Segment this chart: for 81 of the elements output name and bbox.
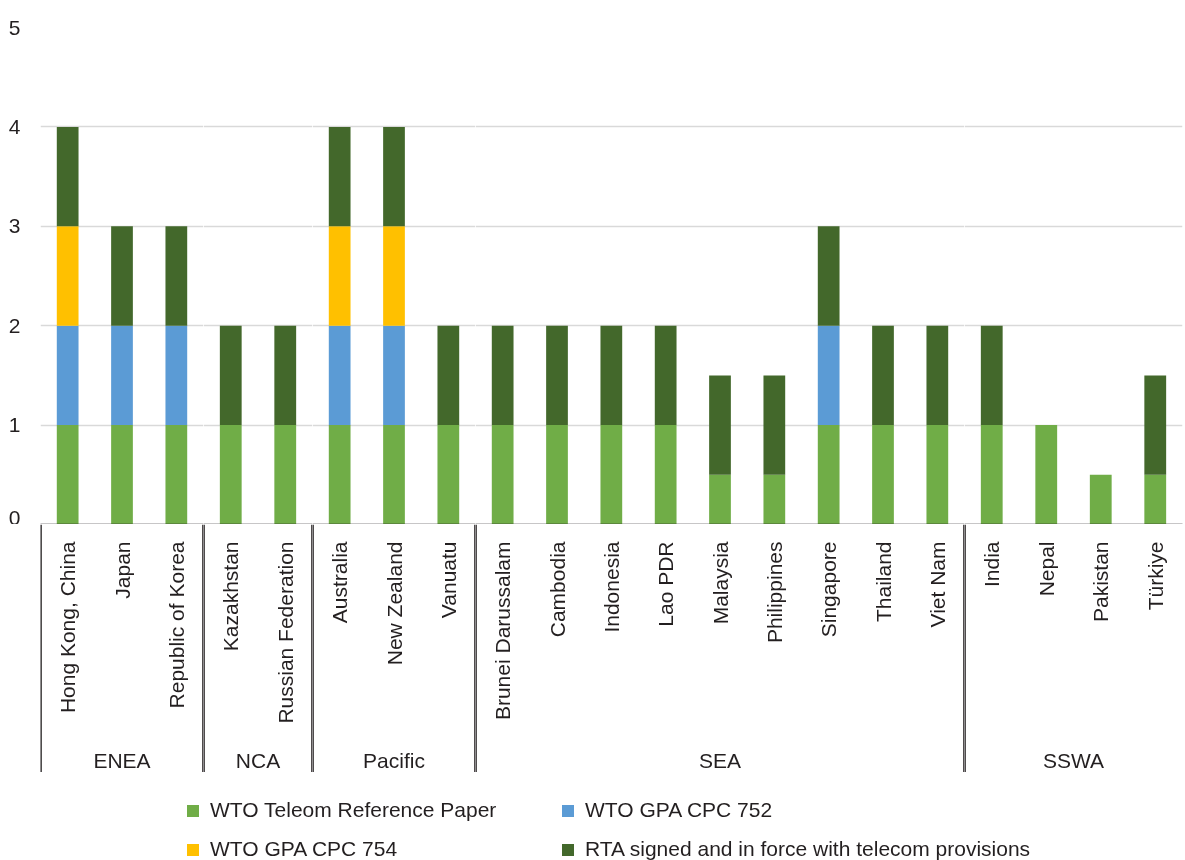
bar bbox=[383, 425, 405, 524]
x-tick-label: Vanuatu bbox=[436, 541, 460, 619]
bar bbox=[709, 474, 731, 524]
bar bbox=[328, 126, 351, 227]
bar bbox=[328, 325, 351, 426]
bar bbox=[546, 425, 568, 524]
bar bbox=[56, 325, 79, 426]
bar bbox=[709, 375, 731, 475]
x-tick-label: Indonesia bbox=[599, 541, 623, 633]
x-tick-label: Hong Kong, China bbox=[56, 541, 80, 714]
bar bbox=[165, 226, 188, 326]
bar bbox=[872, 325, 894, 426]
bar bbox=[111, 325, 133, 426]
bar bbox=[56, 126, 79, 227]
bar bbox=[600, 325, 623, 426]
bar bbox=[763, 474, 786, 524]
bar bbox=[165, 425, 188, 524]
bar bbox=[1089, 474, 1112, 524]
bar bbox=[383, 226, 405, 326]
x-tick-label: Pakistan bbox=[1089, 541, 1113, 623]
bar bbox=[600, 425, 623, 524]
bar bbox=[328, 226, 351, 326]
x-axis-title: NCA bbox=[235, 749, 281, 772]
bar bbox=[654, 325, 677, 426]
y-tick-label: 3 bbox=[8, 214, 21, 238]
bar bbox=[111, 425, 133, 524]
bar bbox=[980, 325, 1003, 426]
legend-label: RTA signed and in force with telecom provisions bbox=[585, 837, 1031, 860]
bar bbox=[654, 425, 677, 524]
x-tick-label: Viet Nam bbox=[925, 541, 949, 628]
y-tick-label: 2 bbox=[8, 313, 21, 337]
bar bbox=[56, 226, 79, 326]
bar bbox=[817, 425, 840, 524]
bar bbox=[437, 325, 460, 426]
bar bbox=[872, 425, 894, 524]
x-tick-label: India bbox=[980, 541, 1004, 588]
bar bbox=[491, 425, 514, 524]
legend-label: WTO GPA CPC 752 bbox=[585, 798, 773, 822]
x-tick-label: Australia bbox=[328, 541, 352, 624]
bar bbox=[817, 325, 840, 426]
x-tick-label: Türkiye bbox=[1143, 541, 1167, 611]
y-tick-label: 5 bbox=[8, 15, 21, 39]
bar bbox=[383, 126, 405, 227]
bar bbox=[763, 375, 786, 475]
bar bbox=[328, 425, 351, 524]
legend-label: WTO Teleom Reference Paper bbox=[210, 798, 497, 822]
bar bbox=[926, 425, 949, 524]
x-tick-label: Cambodia bbox=[545, 541, 569, 638]
x-tick-label: Russian Federation bbox=[273, 541, 297, 724]
x-tick-label: Thailand bbox=[871, 541, 895, 623]
y-tick-label: 0 bbox=[8, 505, 21, 529]
bar bbox=[1144, 375, 1167, 475]
legend-label: WTO GPA CPC 754 bbox=[210, 837, 398, 860]
x-tick-label: Singapore bbox=[817, 541, 841, 638]
x-tick-label: Brunei Darussalam bbox=[491, 541, 515, 721]
y-tick-label: 1 bbox=[8, 413, 21, 437]
bar bbox=[546, 325, 568, 426]
x-axis-title: SEA bbox=[698, 749, 742, 772]
x-tick-label: Malaysia bbox=[708, 541, 732, 625]
bar bbox=[980, 425, 1003, 524]
x-axis-title: SSWA bbox=[1042, 749, 1105, 772]
bar bbox=[1144, 474, 1167, 524]
bar bbox=[817, 226, 840, 326]
bar bbox=[111, 226, 133, 326]
y-tick-label: 4 bbox=[8, 114, 21, 138]
x-axis-title: ENEA bbox=[93, 749, 151, 772]
x-tick-label: Japan bbox=[110, 541, 134, 599]
bar bbox=[383, 325, 405, 426]
bar bbox=[165, 325, 188, 426]
x-tick-label: Philippines bbox=[762, 541, 786, 644]
bar bbox=[56, 425, 79, 524]
x-tick-label: Republic of Korea bbox=[164, 541, 188, 709]
x-tick-label: Lao PDR bbox=[654, 541, 678, 627]
bar bbox=[926, 325, 949, 426]
bar bbox=[491, 325, 514, 426]
x-axis-title: Pacific bbox=[363, 749, 425, 772]
x-tick-label: Kazakhstan bbox=[219, 541, 243, 652]
x-tick-label: New Zealand bbox=[382, 541, 406, 666]
x-tick-label: Nepal bbox=[1034, 541, 1058, 597]
bar bbox=[437, 425, 460, 524]
bar bbox=[1035, 425, 1058, 524]
